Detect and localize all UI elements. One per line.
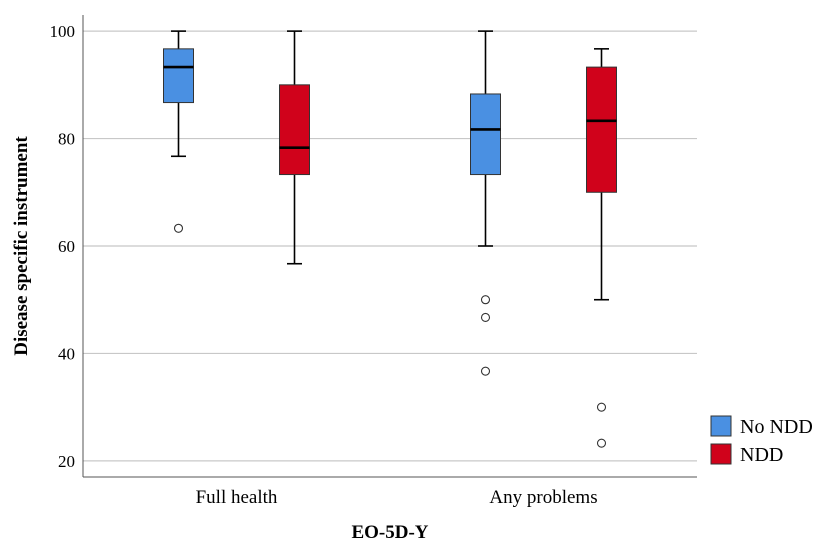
outlier-point <box>480 295 491 305</box>
y-tick-label: 60 <box>58 237 75 256</box>
outlier-point <box>596 402 607 412</box>
outlier-point <box>480 312 491 322</box>
legend: No NDD NDD <box>710 415 813 466</box>
x-tick-label: Full health <box>196 487 278 508</box>
box-ndd <box>586 48 617 448</box>
outlier-point <box>480 366 491 376</box>
y-axis-title: Disease specific instrument <box>11 136 32 356</box>
iqr-box <box>163 48 194 104</box>
legend-item: NDD <box>710 443 783 466</box>
legend-label: NDD <box>740 444 783 466</box>
box-no-ndd <box>470 30 501 376</box>
legend-swatch <box>710 415 732 437</box>
x-tick-labels: Full health Any problems <box>196 487 598 508</box>
legend-item: No NDD <box>710 415 813 438</box>
y-tick-label: 80 <box>58 130 75 149</box>
axes <box>82 15 697 478</box>
y-tick-label: 20 <box>58 452 75 471</box>
iqr-box <box>586 66 617 193</box>
iqr-box <box>470 93 501 176</box>
y-tick-labels: 20 40 60 80 100 <box>50 22 76 471</box>
x-axis-title: EO-5D-Y <box>351 522 428 543</box>
x-tick-label: Any problems <box>489 487 597 508</box>
box-no-ndd <box>163 30 194 233</box>
y-tick-label: 100 <box>50 22 76 41</box>
outlier-point <box>173 223 184 233</box>
legend-swatch <box>710 443 732 465</box>
outlier-point <box>596 438 607 448</box>
y-tick-label: 40 <box>58 344 75 363</box>
box-ndd <box>279 30 310 265</box>
legend-label: No NDD <box>740 416 813 438</box>
boxes <box>163 30 617 448</box>
iqr-box <box>279 84 310 176</box>
